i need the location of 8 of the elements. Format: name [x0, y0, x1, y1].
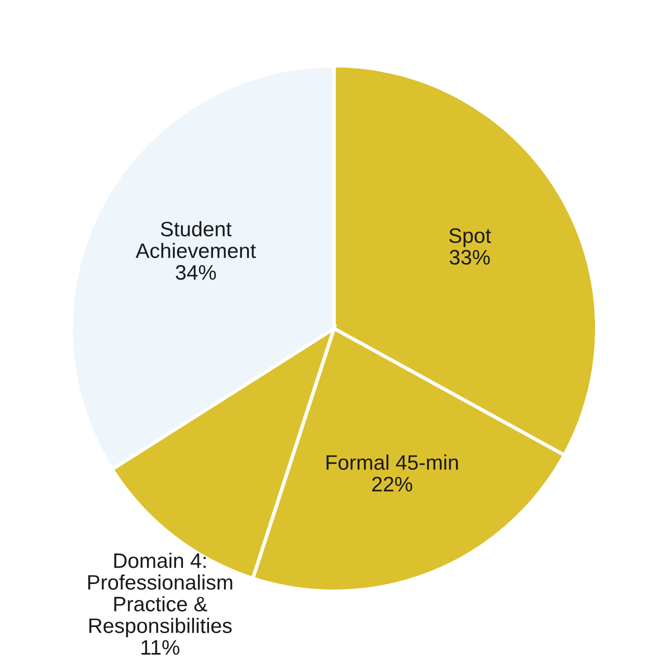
slice-label: Domain 4: Professionalism Practice & Responsibilities: [88, 552, 232, 638]
data-label: 22%: [372, 476, 412, 492]
slice-label: Formal 45-min: [326, 454, 458, 470]
data-label: 33%: [450, 250, 490, 265]
data-label: 11%: [142, 640, 180, 655]
data-label: 34%: [176, 265, 216, 280]
slice-label: Spot: [449, 228, 491, 248]
slice-label: Student Achievement: [136, 221, 256, 258]
